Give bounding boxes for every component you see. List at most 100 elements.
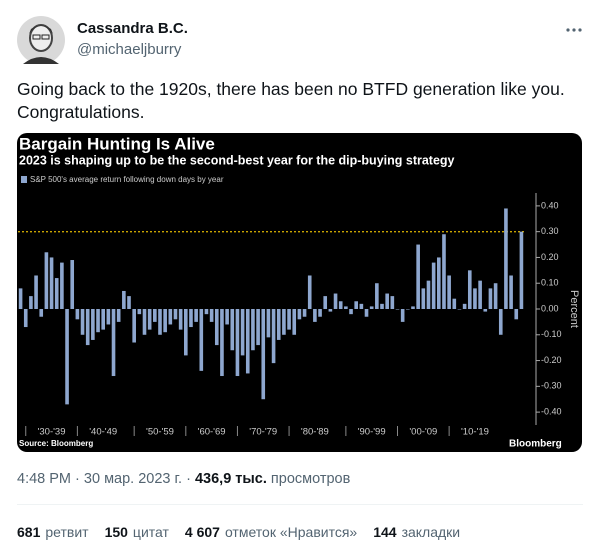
stat-count: 681 — [17, 524, 41, 540]
bar — [307, 275, 312, 309]
bar — [364, 309, 369, 317]
bar — [101, 309, 106, 330]
tweet-stats: 681 ретвит 150 цитат 4 607 отметок «Нравится»… — [17, 524, 476, 540]
bar — [457, 309, 462, 310]
bar — [498, 309, 503, 335]
stat[interactable]: 681 ретвит — [17, 524, 89, 540]
avatar[interactable] — [17, 16, 65, 64]
bar — [220, 309, 224, 377]
bar — [349, 309, 353, 315]
y-tick-label: 0.00 — [541, 303, 559, 313]
author-handle[interactable]: @michaeljburry — [77, 41, 182, 58]
bar — [132, 309, 136, 343]
bar — [96, 309, 100, 333]
stat-label: ретвит — [45, 524, 89, 540]
bar — [168, 309, 173, 325]
bar — [297, 309, 302, 320]
chart-image[interactable]: Bargain Hunting Is Alive 2023 is shaping… — [17, 133, 582, 452]
y-tick-label: 0.20 — [541, 252, 559, 262]
stat-count: 4 607 — [184, 524, 220, 540]
bar — [354, 301, 359, 309]
bar — [488, 288, 493, 309]
bar — [44, 252, 49, 309]
bar — [436, 257, 441, 309]
bar — [406, 309, 410, 310]
bar — [447, 275, 451, 309]
bar — [256, 309, 260, 346]
bar — [65, 309, 69, 405]
bar — [369, 306, 374, 309]
bar — [204, 309, 209, 315]
bar — [493, 283, 498, 309]
bar — [29, 296, 33, 309]
y-axis-label: Percent — [568, 290, 580, 328]
bar — [214, 309, 219, 346]
bar — [266, 309, 271, 338]
bar — [245, 309, 250, 374]
bar — [323, 296, 328, 309]
bar — [240, 309, 245, 356]
bar — [328, 309, 333, 312]
bar — [18, 288, 23, 309]
separator: · — [186, 471, 191, 487]
more-button[interactable] — [565, 27, 583, 33]
x-tick-label: '80-'89 — [301, 427, 329, 438]
bar — [421, 288, 426, 309]
y-tick-label: 0.40 — [541, 200, 559, 210]
bar — [390, 296, 395, 309]
bar — [519, 231, 524, 309]
stat-label: отметок «Нравится» — [224, 524, 358, 540]
tweet-meta: 4:48 PM · 30 мар. 2023 г. · 436,9 тыс. п… — [17, 471, 350, 487]
bar — [70, 260, 75, 309]
x-tick-label: '90-'99 — [358, 427, 386, 438]
stat-label: закладки — [401, 524, 461, 540]
y-tick-label: -0.30 — [541, 381, 562, 391]
bar — [54, 278, 59, 309]
stat-count: 144 — [373, 524, 397, 540]
brand: Bloomberg — [509, 439, 562, 450]
bar — [147, 309, 152, 330]
bar — [509, 275, 513, 309]
date[interactable]: 30 мар. 2023 г. — [83, 471, 183, 487]
time[interactable]: 4:48 PM — [17, 471, 71, 487]
stat[interactable]: 4 607 отметок «Нравится» — [185, 524, 357, 540]
bar — [85, 309, 90, 346]
stat-label: цитат — [132, 524, 169, 540]
bar — [91, 309, 95, 340]
bar — [452, 298, 457, 309]
bar — [153, 309, 157, 322]
x-tick-label: '10-'19 — [461, 427, 489, 438]
bar — [178, 309, 183, 330]
x-tick-label: '70-'79 — [249, 427, 277, 438]
bar — [276, 309, 281, 340]
bar — [34, 275, 38, 309]
bar — [230, 309, 235, 351]
bar — [235, 309, 240, 377]
bar — [122, 290, 126, 309]
bar — [426, 280, 431, 309]
bar — [225, 309, 229, 325]
stat[interactable]: 150 цитат — [105, 524, 169, 540]
views-count: 436,9 тыс. — [194, 471, 267, 487]
bar — [251, 309, 255, 351]
stat-count: 150 — [104, 524, 128, 540]
author-name[interactable]: Cassandra B.C. — [77, 20, 188, 37]
bar — [287, 309, 291, 330]
bar — [359, 303, 364, 309]
bar — [173, 309, 178, 320]
bar — [375, 283, 379, 309]
bar — [442, 234, 446, 309]
bar — [60, 262, 64, 309]
bar — [209, 309, 214, 322]
tweet-text: Going back to the 1920s, there has been … — [17, 79, 565, 122]
bar — [302, 309, 307, 317]
bar — [106, 309, 111, 325]
bar — [111, 309, 116, 377]
bar — [338, 301, 343, 309]
bar — [416, 244, 420, 309]
bar — [116, 309, 121, 322]
separator: · — [75, 471, 80, 487]
stat[interactable]: 144 закладки — [373, 524, 460, 540]
bar — [344, 306, 348, 309]
